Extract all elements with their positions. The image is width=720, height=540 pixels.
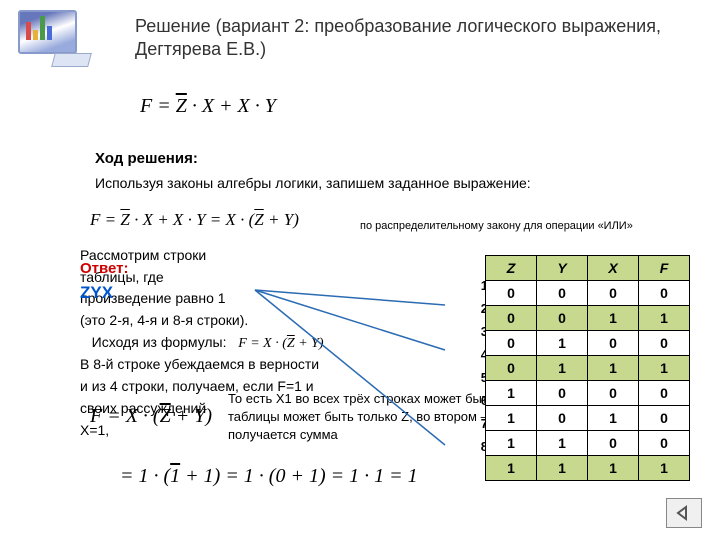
table-cell: 0 <box>588 381 639 406</box>
logo-bar <box>40 16 45 40</box>
table-cell: 1 <box>639 356 690 381</box>
table-cell: 1 <box>486 431 537 456</box>
table-cell: 0 <box>537 381 588 406</box>
table-cell: 0 <box>639 331 690 356</box>
slide-title: Решение (вариант 2: преобразование логич… <box>135 15 695 62</box>
table-row: 1100 <box>486 431 690 456</box>
reasoning-line: произведение равно 1 <box>80 288 430 310</box>
table-cell: 0 <box>537 306 588 331</box>
table-row: 1111 <box>486 456 690 481</box>
slide-logo <box>8 8 88 63</box>
table-cell: 1 <box>537 431 588 456</box>
section-header: Ход решения: <box>95 150 198 167</box>
logo-chart-bars <box>26 16 52 40</box>
table-cell: 1 <box>486 456 537 481</box>
table-cell: 1 <box>588 356 639 381</box>
logo-bar <box>33 30 38 40</box>
table-cell: 0 <box>639 431 690 456</box>
reasoning-line: Исходя из формулы: F = X · (Z + Y) <box>80 332 430 355</box>
table-cell: 0 <box>486 331 537 356</box>
formula-distributive: F = Z · X + X · Y = X · (Z + Y) <box>90 210 299 230</box>
table-header-cell: Y <box>537 256 588 281</box>
logo-bar <box>26 22 31 40</box>
table-row: 0100 <box>486 331 690 356</box>
table-row: 0011 <box>486 306 690 331</box>
reasoning-line: Рассмотрим строки <box>80 245 430 267</box>
table-header-cell: F <box>639 256 690 281</box>
chevron-left-icon <box>674 505 694 521</box>
intro-text: Используя законы алгебры логики, запишем… <box>95 175 531 191</box>
table-cell: 1 <box>588 456 639 481</box>
table-cell: 1 <box>486 381 537 406</box>
formula-main: F = Z · X + X · Y <box>140 95 276 118</box>
table-cell: 1 <box>537 356 588 381</box>
table-cell: 0 <box>588 431 639 456</box>
table-cell: 1 <box>588 306 639 331</box>
table-cell: 0 <box>588 281 639 306</box>
table-cell: 0 <box>486 356 537 381</box>
table-row: 0111 <box>486 356 690 381</box>
logo-bar <box>47 26 52 40</box>
table-cell: 0 <box>588 331 639 356</box>
table-header-cell: Z <box>486 256 537 281</box>
table-cell: 0 <box>486 306 537 331</box>
table-row: 1010 <box>486 406 690 431</box>
table-header-cell: X <box>588 256 639 281</box>
truth-table-container: ZYXF 00000011010001111000101011001111 <box>485 255 690 481</box>
table-cell: 1 <box>537 331 588 356</box>
table-cell: 0 <box>486 281 537 306</box>
law-note: по распределительному закону для операци… <box>360 220 633 232</box>
table-cell: 1 <box>588 406 639 431</box>
table-row: 1000 <box>486 381 690 406</box>
table-cell: 0 <box>639 381 690 406</box>
truth-table: ZYXF 00000011010001111000101011001111 <box>485 255 690 481</box>
table-cell: 0 <box>537 281 588 306</box>
prev-slide-button[interactable] <box>666 498 702 528</box>
formula-evaluation: = 1 · (1 + 1) = 1 · (0 + 1) = 1 · 1 = 1 <box>120 465 418 488</box>
formula-substitution: F = X · (Z + Y) <box>90 405 212 428</box>
reasoning-line: В 8-й строке убеждаемся в верности <box>80 354 430 376</box>
table-cell: 0 <box>537 406 588 431</box>
reasoning-line: таблицы, где <box>80 267 430 289</box>
table-cell: 1 <box>639 456 690 481</box>
table-cell: 0 <box>639 406 690 431</box>
logo-keyboard <box>51 53 92 67</box>
answer-label: Ответ: ZYX <box>80 257 129 307</box>
table-cell: 0 <box>639 281 690 306</box>
table-cell: 1 <box>639 306 690 331</box>
reasoning-line: (это 2-я, 4-я и 8-я строки). <box>80 310 430 332</box>
table-row: 0000 <box>486 281 690 306</box>
table-cell: 1 <box>486 406 537 431</box>
table-cell: 1 <box>537 456 588 481</box>
